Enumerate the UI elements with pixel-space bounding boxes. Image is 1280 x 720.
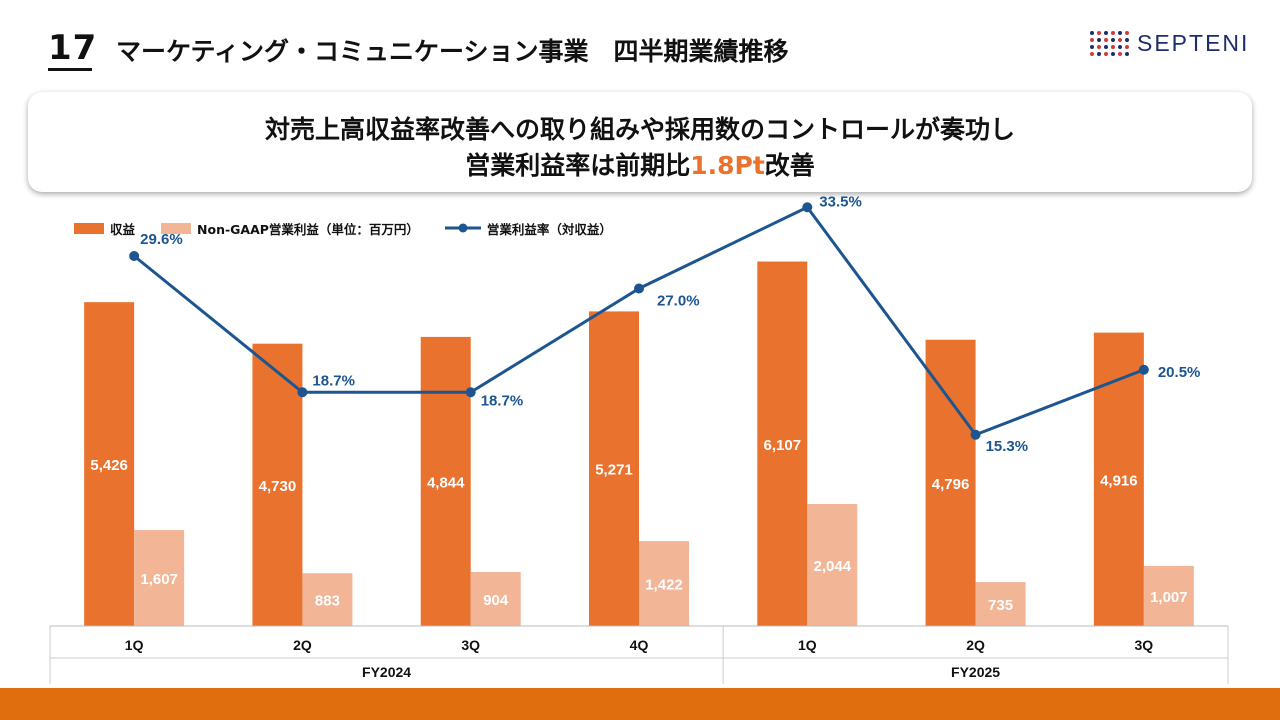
- x-tick-label: 1Q: [798, 637, 817, 653]
- data-label-op-profit: 2,044: [814, 558, 852, 575]
- data-label-op-profit: 735: [988, 597, 1013, 614]
- logo-dot: [1097, 31, 1101, 35]
- chart-legend: 収益 Non-GAAP営業利益（単位：百万円） 営業利益率（対収益）: [74, 218, 638, 238]
- data-label-margin: 18.7%: [481, 392, 524, 409]
- bar-op-profit: [975, 582, 1026, 626]
- bar-op-profit: [302, 573, 353, 626]
- legend-label-margin: 営業利益率（対収益）: [486, 221, 612, 237]
- headline-prefix: 営業利益率は前期比: [465, 151, 691, 180]
- marker-margin: [634, 283, 644, 294]
- headline-line-2: 営業利益率は前期比1.8Pt改善: [28, 146, 1252, 182]
- data-label-revenue: 4,730: [259, 478, 297, 495]
- marker-margin: [129, 251, 140, 261]
- data-label-margin: 18.7%: [312, 372, 355, 389]
- marker-margin: [465, 387, 476, 398]
- logo-dot: [1125, 45, 1129, 49]
- logo-dot: [1097, 52, 1101, 56]
- logo-dot: [1118, 45, 1122, 49]
- data-label-op-profit: 1,607: [140, 571, 178, 588]
- marker-margin: [1138, 364, 1149, 375]
- bar-op-profit: [470, 572, 521, 626]
- legend-label-op-profit: Non-GAAP営業利益（単位：百万円）: [197, 221, 419, 237]
- logo-dot: [1118, 52, 1122, 56]
- legend-item-op-profit: Non-GAAP営業利益（単位：百万円）: [161, 219, 419, 238]
- marker-margin: [297, 387, 308, 398]
- x-tick-label: 4Q: [630, 637, 649, 653]
- bar-op-profit: [639, 541, 689, 626]
- x-group-label: FY2024: [362, 664, 411, 680]
- logo-dot: [1111, 38, 1115, 42]
- headline-box: 対売上高収益率改善への取り組みや採用数のコントロールが奏功し 営業利益率は前期比…: [28, 92, 1252, 192]
- data-label-margin: 15.3%: [986, 438, 1029, 455]
- logo-dot: [1125, 31, 1129, 35]
- data-label-margin: 33.5%: [819, 193, 862, 210]
- data-label-revenue: 4,916: [1100, 472, 1138, 489]
- headline-suffix: 改善: [764, 151, 815, 180]
- bar-revenue: [84, 302, 135, 626]
- x-tick-label: 2Q: [293, 637, 312, 653]
- bar-revenue: [757, 261, 808, 626]
- legend-label-revenue: 収益: [110, 221, 136, 237]
- headline-line-1: 対売上高収益率改善への取り組みや採用数のコントロールが奏功し: [264, 115, 1015, 144]
- logo-dot: [1104, 52, 1108, 56]
- slide-number-underline: [48, 68, 92, 71]
- bar-op-profit: [807, 504, 858, 626]
- data-label-op-profit: 1,007: [1150, 589, 1188, 606]
- data-label-revenue: 6,107: [764, 437, 802, 454]
- bar-revenue: [420, 336, 471, 626]
- data-label-margin: 20.5%: [1158, 364, 1201, 381]
- bar-revenue: [589, 311, 639, 626]
- headline-highlight: 1.8Pt: [690, 151, 765, 180]
- bar-op-profit: [134, 530, 185, 626]
- bar-revenue: [252, 343, 303, 626]
- x-tick-label: 3Q: [1135, 637, 1154, 653]
- x-tick-label: 1Q: [125, 637, 144, 653]
- logo-dot: [1125, 52, 1129, 56]
- logo-dot: [1090, 38, 1094, 42]
- legend-swatch-op-profit: [161, 222, 192, 234]
- logo-dot: [1097, 38, 1101, 42]
- logo-dot: [1111, 52, 1115, 56]
- bar-op-profit: [1143, 565, 1194, 626]
- logo-dot: [1097, 45, 1101, 49]
- marker-margin: [970, 429, 981, 440]
- legend-item-revenue: 収益: [74, 219, 135, 238]
- septeni-logo-icon: [1090, 31, 1129, 56]
- logo-dot: [1090, 52, 1094, 56]
- legend-swatch-revenue: [74, 222, 104, 234]
- legend-swatch-margin: [444, 223, 481, 233]
- data-label-revenue: 5,426: [90, 457, 128, 474]
- bottom-bar: [0, 688, 1280, 720]
- logo-dot: [1118, 38, 1122, 42]
- page-title: マーケティング・コミュニケーション事業 四半期業績推移: [116, 37, 789, 66]
- logo-dot: [1111, 31, 1115, 35]
- data-label-op-profit: 904: [483, 592, 509, 609]
- logo-dot: [1104, 45, 1108, 49]
- logo-dot: [1090, 45, 1094, 49]
- bar-revenue: [925, 339, 976, 626]
- data-label-op-profit: 883: [315, 593, 340, 610]
- data-label-op-profit: 1,422: [645, 577, 683, 594]
- logo-dot: [1111, 45, 1115, 49]
- bar-revenue: [1093, 332, 1144, 626]
- slide-number: 17: [48, 28, 98, 68]
- data-label-revenue: 5,271: [595, 462, 633, 479]
- data-label-margin: 29.6%: [140, 231, 183, 248]
- marker-margin: [802, 202, 813, 213]
- x-group-label: FY2025: [951, 664, 1000, 680]
- legend-item-margin: 営業利益率（対収益）: [444, 219, 612, 238]
- logo-dot: [1104, 38, 1108, 42]
- data-label-revenue: 4,796: [932, 476, 970, 493]
- logo-dot: [1125, 38, 1129, 42]
- logo-dot: [1104, 31, 1108, 35]
- data-label-revenue: 4,844: [427, 474, 465, 491]
- data-label-margin: 27.0%: [657, 293, 700, 310]
- logo-dot: [1118, 31, 1122, 35]
- logo-text: SEPTENI: [1137, 30, 1250, 56]
- x-tick-label: 3Q: [461, 637, 480, 653]
- logo-dot: [1090, 31, 1094, 35]
- x-tick-label: 2Q: [966, 637, 985, 653]
